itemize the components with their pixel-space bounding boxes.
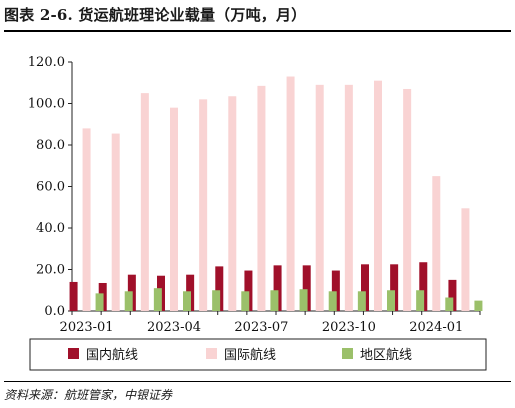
- bar-international: [344, 84, 353, 311]
- bar-regional: [124, 291, 133, 311]
- bar-international: [286, 76, 295, 312]
- y-tick-label: 100.0: [28, 97, 65, 112]
- bar-domestic: [215, 266, 224, 311]
- bar-domestic: [331, 270, 340, 311]
- bar-international: [315, 84, 324, 311]
- bar-international: [199, 99, 208, 311]
- bar-international: [140, 93, 149, 311]
- x-tick-label: 2023-07: [234, 320, 288, 335]
- legend-swatch: [206, 348, 217, 359]
- bar-regional: [153, 288, 162, 311]
- legend-label: 国际航线: [224, 347, 276, 363]
- legend-swatch: [342, 348, 353, 359]
- x-tick-label: 2023-01: [60, 320, 114, 335]
- legend-box: [29, 338, 487, 371]
- bar-domestic: [244, 270, 253, 311]
- bar-regional: [416, 290, 425, 311]
- bar-domestic: [69, 281, 78, 311]
- bar-regional: [474, 300, 483, 311]
- x-tick-label: 2024-01: [409, 320, 463, 335]
- y-tick-label: 120.0: [28, 55, 65, 70]
- chart-legend: 国内航线 国际航线 地区航线: [29, 338, 487, 371]
- bar-international: [82, 128, 91, 311]
- bar-domestic: [419, 262, 428, 311]
- bar-domestic: [302, 265, 311, 311]
- x-tick-label: 2023-10: [322, 320, 376, 335]
- bar-regional: [328, 291, 337, 311]
- chart-bars: [69, 76, 483, 312]
- legend-swatch: [68, 348, 79, 359]
- bar-domestic: [390, 264, 399, 311]
- chart-title: 图表 2-6. 货运航班理论业载量（万吨，月）: [4, 6, 307, 24]
- bar-regional: [183, 291, 191, 311]
- bar-regional: [299, 289, 308, 311]
- legend-label: 国内航线: [86, 347, 138, 363]
- y-tick-label: 0.0: [44, 304, 65, 319]
- bar-international: [257, 85, 266, 311]
- bar-regional: [445, 297, 454, 311]
- bar-international: [432, 176, 441, 311]
- y-tick-label: 60.0: [36, 180, 65, 195]
- bar-regional: [95, 293, 104, 311]
- y-tick-label: 20.0: [36, 263, 65, 278]
- chart-axes: 0.0 20.0 40.0 60.0 80.0 100.0 120.0 2023-01 2023…: [28, 55, 481, 335]
- bar-international: [111, 133, 120, 311]
- title-rule: [4, 30, 511, 32]
- bar-regional: [241, 291, 250, 311]
- legend-label: 地区航线: [360, 347, 412, 363]
- bar-regional: [387, 290, 395, 311]
- bar-regional: [270, 290, 279, 311]
- x-tick-label: 2023-04: [147, 320, 201, 335]
- bar-regional: [357, 291, 366, 311]
- source-note: 资料来源：航班管家，中银证券: [4, 388, 173, 402]
- bar-international: [403, 88, 412, 311]
- y-tick-label: 80.0: [36, 138, 65, 153]
- source-rule: [4, 381, 511, 382]
- bar-international: [461, 208, 470, 311]
- bar-domestic: [361, 264, 369, 311]
- bar-international: [374, 80, 382, 311]
- bar-regional: [212, 290, 221, 311]
- bar-domestic: [448, 279, 457, 311]
- y-tick-label: 40.0: [36, 221, 65, 236]
- bar-international: [170, 107, 178, 312]
- bar-international: [228, 96, 237, 311]
- bar-domestic: [273, 265, 282, 311]
